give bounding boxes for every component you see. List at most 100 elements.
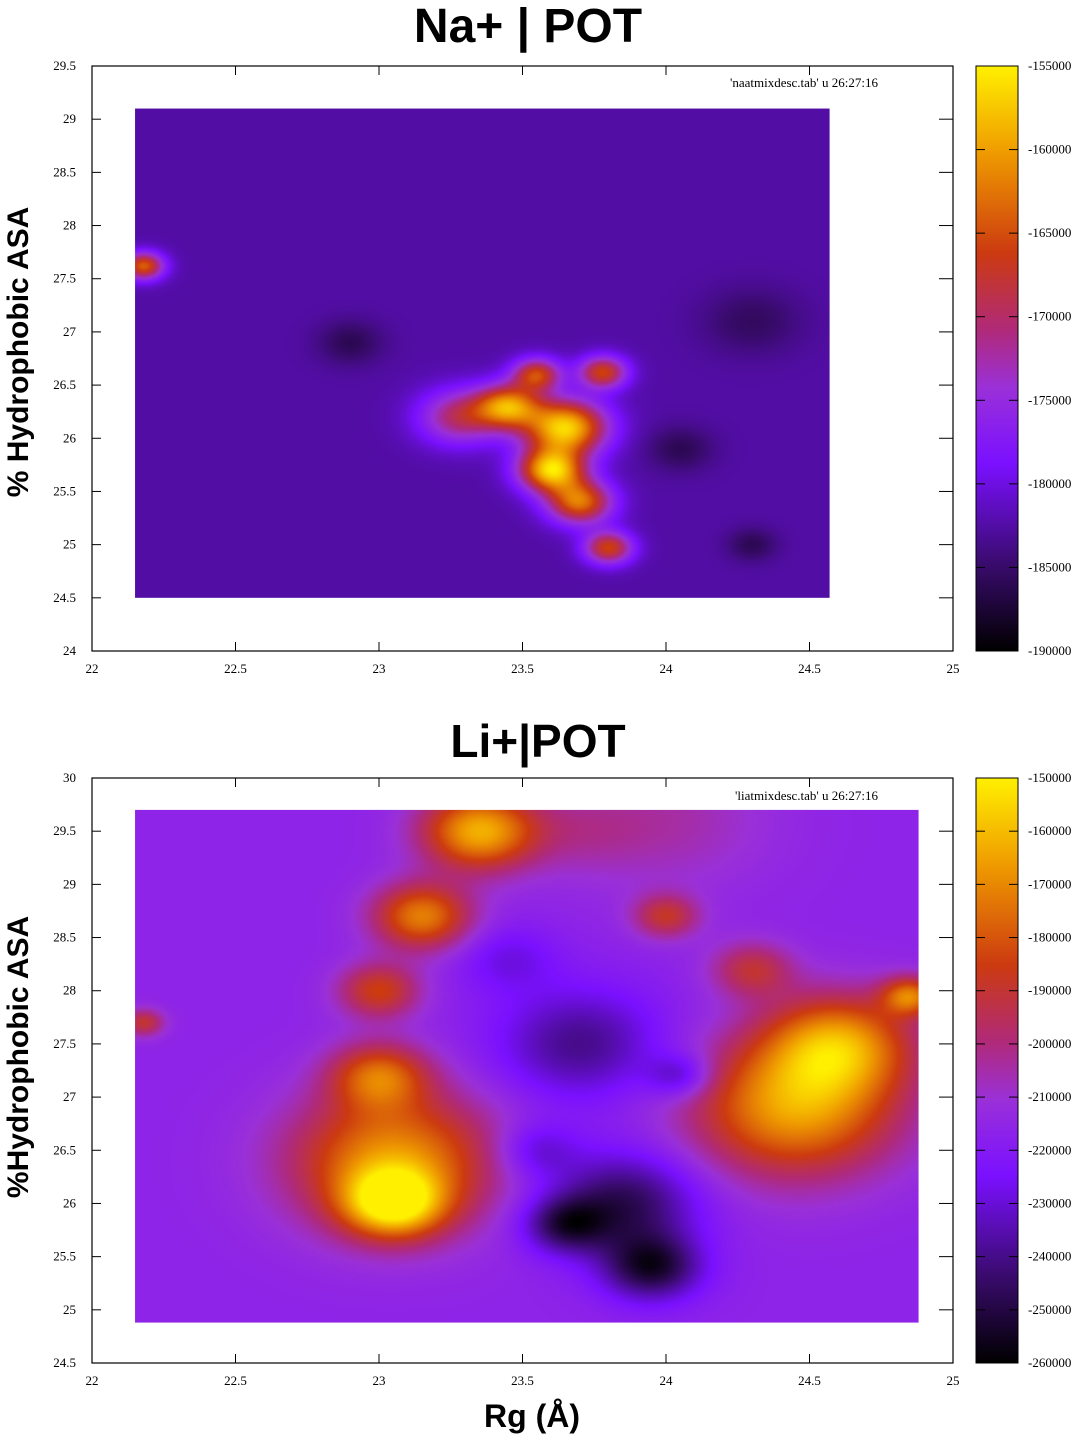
colorbar-tick-label: -160000 bbox=[1028, 142, 1071, 157]
axis-ticks: 22 22.5 23 23.5 24 24.5 25 24 24.5 25 25.5 26 26.5 27… bbox=[53, 58, 959, 676]
y-tick: 24.5 bbox=[53, 590, 953, 605]
y-tick: 27.5 bbox=[53, 1036, 953, 1051]
colorbar-tick: -180000 bbox=[976, 476, 1071, 491]
y-tick-label: 24 bbox=[63, 643, 77, 658]
chart-title: Na+ | POT bbox=[414, 0, 642, 53]
colorbar-tick: -170000 bbox=[976, 309, 1071, 324]
data-source-annotation: 'naatmixdesc.tab' u 26:27:16 bbox=[730, 75, 879, 90]
colorbar-tick: -190000 bbox=[976, 983, 1071, 998]
y-tick: 25.5 bbox=[53, 1249, 953, 1264]
colorbar-tick-label: -230000 bbox=[1028, 1195, 1071, 1210]
data-source-annotation: 'liatmixdesc.tab' u 26:27:16 bbox=[735, 788, 878, 803]
colorbar-tick: -240000 bbox=[976, 1249, 1071, 1264]
y-tick: 29 bbox=[63, 876, 953, 891]
x-tick: 23.5 bbox=[511, 778, 534, 1388]
colorbar-tick: -200000 bbox=[976, 1036, 1071, 1051]
y-tick: 25 bbox=[63, 1302, 953, 1317]
x-tick: 23 bbox=[373, 778, 386, 1388]
colorbar-tick: -185000 bbox=[976, 559, 1071, 574]
y-tick: 30 bbox=[63, 770, 953, 785]
x-tick-label: 23.5 bbox=[511, 1373, 534, 1388]
colorbar-tick-label: -190000 bbox=[1028, 983, 1071, 998]
y-tick: 29 bbox=[63, 111, 953, 126]
colorbar-tick: -170000 bbox=[976, 876, 1071, 891]
y-tick: 24 bbox=[63, 643, 953, 658]
x-tick: 22.5 bbox=[224, 778, 247, 1388]
x-tick: 22 bbox=[86, 66, 99, 676]
y-tick-label: 28.5 bbox=[53, 164, 76, 179]
y-axis-label: % Hydrophobic ASA bbox=[2, 207, 35, 498]
x-tick: 24.5 bbox=[798, 778, 821, 1388]
colorbar-ticks: -155000 -160000 -165000 -170000 -175000 -1800… bbox=[976, 58, 1071, 658]
axis-ticks: 22 22.5 23 23.5 24 24.5 25 24.5 25 25.5 26 26.5 27 27… bbox=[53, 770, 959, 1388]
y-axis-label: %Hydrophobic ASA bbox=[2, 916, 35, 1198]
colorbar-tick: -250000 bbox=[976, 1302, 1071, 1317]
y-tick-label: 26 bbox=[63, 1195, 77, 1210]
x-tick: 25 bbox=[947, 66, 960, 676]
colorbar-tick: -210000 bbox=[976, 1089, 1071, 1104]
x-tick: 25 bbox=[947, 778, 960, 1388]
x-tick-label: 24.5 bbox=[798, 661, 821, 676]
x-tick: 22 bbox=[86, 778, 99, 1388]
panel-li: Li+|POT %Hydrophobic ASA 22 22.5 23 23.5 24 2… bbox=[2, 715, 1071, 1434]
y-tick-label: 26.5 bbox=[53, 377, 76, 392]
x-tick: 22.5 bbox=[224, 66, 247, 676]
x-tick-label: 23 bbox=[373, 661, 386, 676]
y-tick-label: 25.5 bbox=[53, 1249, 76, 1264]
chart-title: Li+|POT bbox=[450, 715, 625, 767]
colorbar bbox=[975, 777, 1019, 1364]
colorbar-tick-label: -180000 bbox=[1028, 930, 1071, 945]
colorbar-tick-label: -260000 bbox=[1028, 1355, 1071, 1370]
y-tick: 27.5 bbox=[53, 271, 953, 286]
colorbar-tick-label: -185000 bbox=[1028, 559, 1071, 574]
colorbar-tick: -175000 bbox=[976, 392, 1071, 407]
colorbar-tick: -230000 bbox=[976, 1195, 1071, 1210]
y-tick-label: 29.5 bbox=[53, 58, 76, 73]
y-tick: 28 bbox=[63, 983, 953, 998]
colorbar-tick-label: -150000 bbox=[1028, 770, 1071, 785]
heatmap-image bbox=[135, 809, 919, 1323]
x-tick-label: 22 bbox=[86, 1373, 99, 1388]
y-tick: 26.5 bbox=[53, 1142, 953, 1157]
colorbar-tick-label: -180000 bbox=[1028, 476, 1071, 491]
y-tick-label: 29.5 bbox=[53, 823, 76, 838]
y-tick: 28.5 bbox=[53, 164, 953, 179]
x-tick: 24 bbox=[660, 66, 673, 676]
y-tick: 27 bbox=[63, 1089, 953, 1104]
y-tick-label: 25 bbox=[63, 1302, 76, 1317]
colorbar-tick: -190000 bbox=[976, 643, 1071, 658]
y-tick-label: 28 bbox=[63, 983, 76, 998]
colorbar-tick: -260000 bbox=[976, 1355, 1071, 1370]
y-tick-label: 24.5 bbox=[53, 1355, 76, 1370]
colorbar-tick: -160000 bbox=[976, 823, 1071, 838]
colorbar-tick-label: -165000 bbox=[1028, 225, 1071, 240]
x-tick-label: 22.5 bbox=[224, 1373, 247, 1388]
y-tick-label: 28.5 bbox=[53, 930, 76, 945]
y-tick: 26 bbox=[63, 430, 953, 445]
colorbar-ticks: -150000 -160000 -170000 -180000 -190000 -2000… bbox=[976, 770, 1071, 1370]
colorbar-tick: -165000 bbox=[976, 225, 1071, 240]
colorbar-tick-label: -220000 bbox=[1028, 1142, 1071, 1157]
heatmap-image bbox=[135, 108, 830, 598]
y-tick-label: 25.5 bbox=[53, 483, 76, 498]
y-tick-label: 29 bbox=[63, 876, 76, 891]
colorbar-tick-label: -155000 bbox=[1028, 58, 1071, 73]
y-tick: 28.5 bbox=[53, 930, 953, 945]
x-axis-label: Rg (Å) bbox=[484, 1398, 580, 1434]
colorbar-tick: -150000 bbox=[976, 770, 1071, 785]
y-tick-label: 29 bbox=[63, 111, 76, 126]
y-tick-label: 27.5 bbox=[53, 271, 76, 286]
colorbar-tick: -155000 bbox=[976, 58, 1071, 73]
colorbar-tick-label: -190000 bbox=[1028, 643, 1071, 658]
y-tick: 29.5 bbox=[53, 58, 953, 73]
x-tick: 23 bbox=[373, 66, 386, 676]
y-tick: 27 bbox=[63, 324, 953, 339]
colorbar-tick-label: -250000 bbox=[1028, 1302, 1071, 1317]
y-tick-label: 30 bbox=[63, 770, 76, 785]
y-tick-label: 24.5 bbox=[53, 590, 76, 605]
y-tick: 24.5 bbox=[53, 1355, 953, 1370]
colorbar-tick-label: -175000 bbox=[1028, 392, 1071, 407]
y-tick: 26 bbox=[63, 1195, 953, 1210]
x-tick-label: 24.5 bbox=[798, 1373, 821, 1388]
